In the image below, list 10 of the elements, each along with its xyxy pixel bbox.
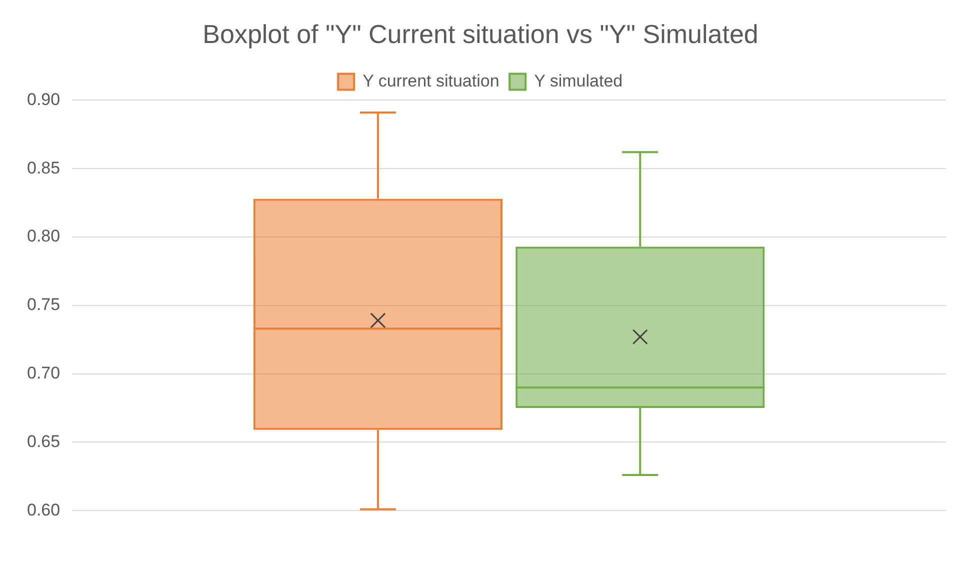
y-tick-label: 0.75: [26, 295, 60, 314]
legend-label: Y current situation: [362, 71, 500, 90]
y-tick-label: 0.70: [26, 363, 60, 382]
y-tick-label: 0.85: [26, 158, 60, 178]
y-tick-label: 0.90: [26, 90, 60, 109]
chart-title: Boxplot of "Y" Current situation vs "Y" Simulated: [202, 18, 758, 49]
legend-label: Y simulated: [534, 71, 623, 90]
y-tick-label: 0.60: [26, 500, 60, 520]
y-tick-label: 0.80: [26, 226, 60, 246]
y-tick-label: 0.65: [26, 432, 60, 451]
